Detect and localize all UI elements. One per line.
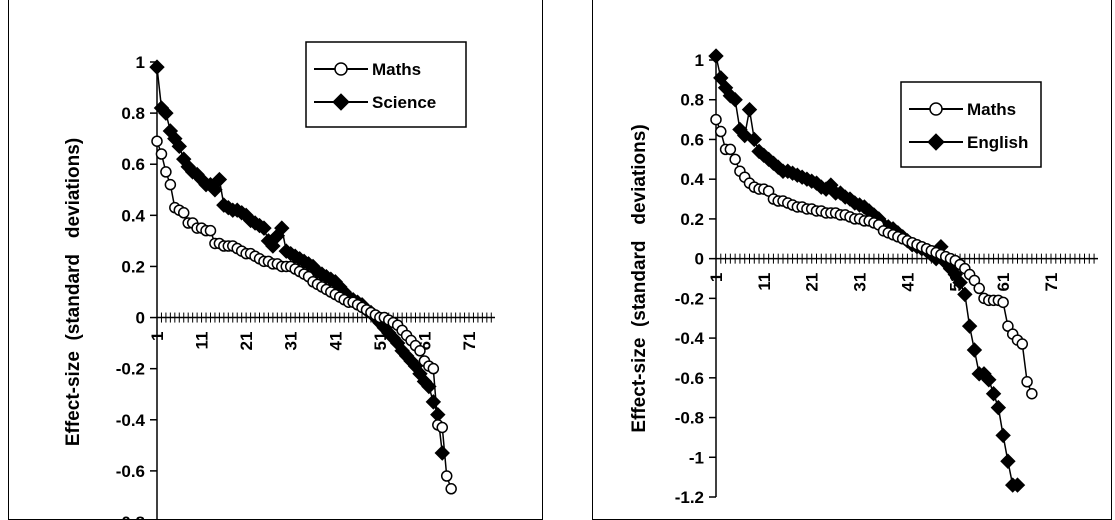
- x-tick-label: 11: [755, 273, 774, 291]
- y-tick-label: 0: [136, 309, 145, 328]
- data-point-english: [981, 372, 997, 388]
- data-point-maths: [440, 470, 453, 482]
- legend-label-english: English: [967, 133, 1028, 152]
- y-tick-label: 0.6: [680, 130, 704, 149]
- data-point-maths: [436, 421, 449, 434]
- chart-panel-maths-science: 10.80.60.40.20-0.2-0.4-0.6-0.81112131415…: [8, 0, 543, 520]
- data-point-science: [421, 378, 437, 395]
- data-point-science: [158, 105, 174, 121]
- data-point-english: [727, 92, 743, 108]
- y-tick-label: 0.2: [680, 210, 704, 229]
- data-point-science: [149, 59, 165, 75]
- x-tick-label: 71: [460, 332, 479, 351]
- y-axis-title: Effect-size (standard deviations): [629, 124, 650, 432]
- legend-marker-science: [332, 93, 350, 111]
- y-tick-label: -1.2: [675, 488, 704, 507]
- y-tick-label: -0.4: [675, 329, 705, 348]
- y-tick-label: -1: [689, 448, 704, 467]
- y-tick-label: -0.8: [116, 513, 145, 520]
- y-tick-label: 0.8: [680, 91, 704, 110]
- data-point-english: [985, 386, 1002, 402]
- data-point-english: [713, 70, 729, 86]
- data-point-english: [952, 274, 968, 291]
- data-point-english: [741, 101, 758, 118]
- chart-maths-science: 10.80.60.40.20-0.2-0.4-0.6-0.81112131415…: [63, 41, 495, 520]
- y-tick-label: 0.8: [121, 104, 145, 123]
- chart-maths-english: 10.80.60.40.20-0.2-0.4-0.6-0.8-1-1.21 11 2…: [629, 48, 1098, 507]
- x-tick-label: 71: [1042, 273, 1061, 292]
- data-point-english: [746, 131, 762, 148]
- chart-panel-maths-english: 1 0.8 0.6 0.4 0.2 0 -0.2 -0.4 -0.6 -0.8 -1 -1.2 1 11 2…: [592, 0, 1112, 520]
- data-point-maths: [724, 143, 737, 156]
- legend-marker-english: [927, 133, 945, 151]
- data-point-maths: [427, 362, 440, 375]
- y-tick-label: 1: [136, 53, 145, 72]
- data-point-maths: [164, 178, 177, 191]
- x-tick-label: 31: [851, 273, 870, 292]
- y-tick-label: -0.4: [116, 411, 146, 430]
- legend-box: [305, 41, 467, 128]
- legend-box: [900, 81, 1042, 168]
- data-point-maths: [997, 296, 1009, 309]
- x-tick-label: 21: [803, 273, 822, 292]
- x-tick-label: 61: [994, 273, 1013, 292]
- data-point-maths: [151, 135, 163, 147]
- legend-marker-maths: [929, 102, 943, 116]
- y-tick-label: -0.2: [116, 360, 145, 379]
- data-point-maths: [445, 483, 457, 495]
- data-point-english: [957, 286, 973, 303]
- legend-label-maths: Maths: [967, 100, 1016, 119]
- x-tick-label: 41: [326, 332, 345, 351]
- data-point-english: [995, 427, 1011, 444]
- data-point-science: [274, 220, 290, 236]
- y-tick-label: 1: [695, 51, 704, 70]
- data-point-science: [434, 445, 450, 461]
- data-point-science: [171, 138, 187, 155]
- y-tick-label: -0.2: [675, 289, 704, 308]
- y-tick-label: -0.6: [116, 462, 145, 481]
- legend-label-maths: Maths: [372, 60, 421, 79]
- data-point-maths: [1021, 376, 1033, 388]
- data-point-maths: [177, 207, 190, 219]
- data-point-english: [990, 399, 1007, 416]
- y-tick-label: 0.4: [121, 206, 145, 225]
- data-point-maths: [155, 148, 168, 160]
- data-point-science: [425, 394, 442, 410]
- data-point-maths: [715, 125, 727, 138]
- data-point-maths: [729, 153, 741, 166]
- x-tick-label: 11: [193, 332, 212, 350]
- legend-label-science: Science: [372, 93, 436, 112]
- y-tick-label: 0.4: [680, 170, 704, 189]
- data-point-english: [708, 48, 724, 64]
- data-point-maths: [204, 224, 217, 237]
- data-point-english: [1000, 453, 1016, 469]
- x-tick-label: 31: [282, 332, 301, 351]
- y-tick-label: -0.8: [675, 409, 704, 428]
- data-point-maths: [973, 282, 985, 295]
- data-point-science: [256, 220, 272, 236]
- x-tick-label: 21: [237, 332, 256, 351]
- data-point-english: [961, 318, 978, 334]
- y-tick-label: -0.6: [675, 369, 704, 388]
- y-tick-label: 0.6: [121, 155, 145, 174]
- x-tick-label: 41: [898, 273, 917, 292]
- data-point-maths: [1026, 387, 1038, 400]
- legend-marker-maths: [334, 62, 348, 76]
- data-point-maths: [160, 166, 172, 178]
- data-point-maths: [710, 113, 722, 126]
- data-point-english: [966, 342, 983, 358]
- y-tick-label: 0: [695, 250, 704, 269]
- data-point-maths: [414, 345, 426, 357]
- data-point-english: [1009, 477, 1026, 493]
- x-tick-label: 1: [707, 273, 726, 282]
- x-tick-label: 1: [148, 332, 167, 341]
- data-point-maths: [1016, 338, 1029, 350]
- y-axis-title: Effect-size (standard deviations): [63, 138, 84, 446]
- y-tick-label: 0.2: [121, 257, 145, 276]
- data-point-science: [211, 171, 228, 188]
